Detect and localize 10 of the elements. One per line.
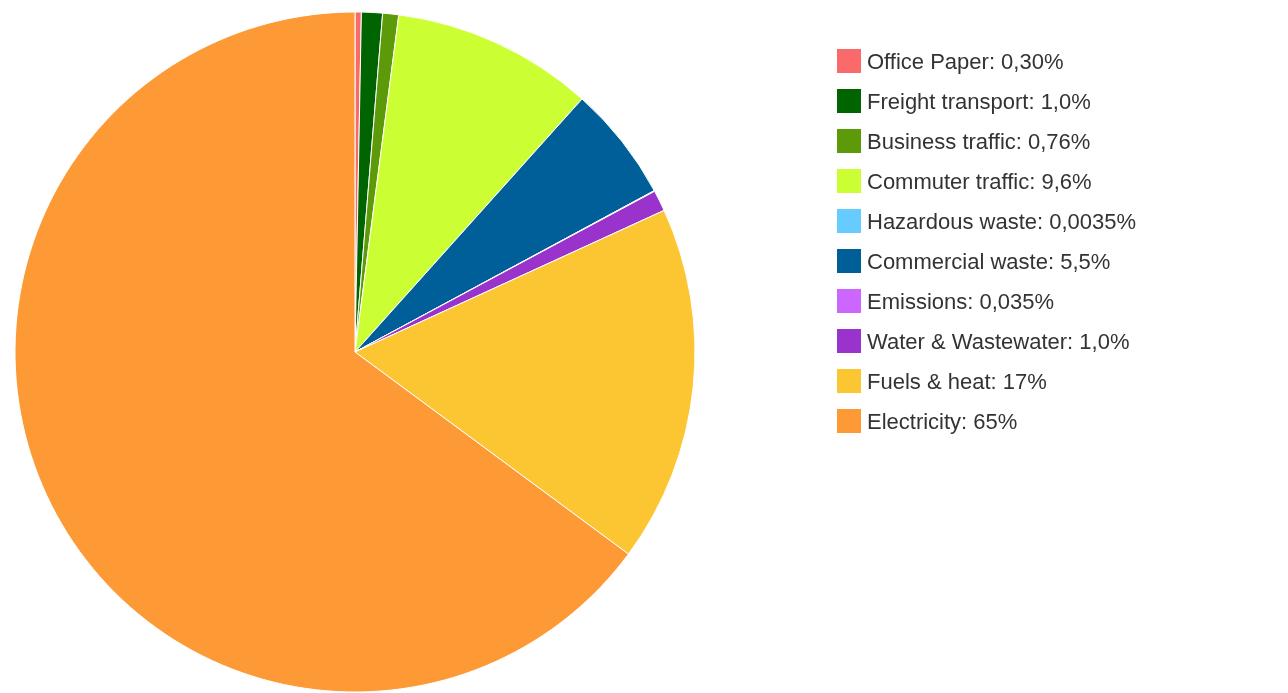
legend-label: Electricity: 65% [867,408,1018,434]
legend-label: Business traffic: 0,76% [867,128,1091,154]
legend-label: Hazardous waste: 0,0035% [867,208,1137,234]
legend-label: Emissions: 0,035% [867,288,1055,314]
legend-label: Commuter traffic: 9,6% [867,168,1092,194]
legend-label: Water & Wastewater: 1,0% [867,328,1130,354]
legend-label: Office Paper: 0,30% [867,48,1064,74]
legend-label: Freight transport: 1,0% [867,88,1091,114]
legend-label: Fuels & heat: 17% [867,368,1047,394]
legend-label: Commercial waste: 5,5% [867,248,1111,274]
